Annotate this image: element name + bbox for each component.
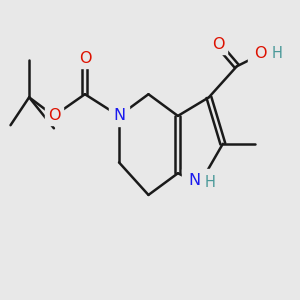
Bar	[182, 169, 217, 194]
Text: N: N	[113, 108, 125, 123]
Bar	[76, 49, 94, 68]
Text: O: O	[79, 51, 91, 66]
Bar	[45, 106, 63, 125]
Text: O: O	[48, 108, 60, 123]
Text: O: O	[254, 46, 266, 62]
Bar	[248, 43, 283, 65]
Bar	[209, 35, 227, 54]
Text: H: H	[204, 175, 215, 190]
Text: O: O	[212, 37, 224, 52]
Text: N: N	[188, 173, 200, 188]
Bar	[109, 106, 129, 126]
Text: H: H	[272, 46, 283, 62]
